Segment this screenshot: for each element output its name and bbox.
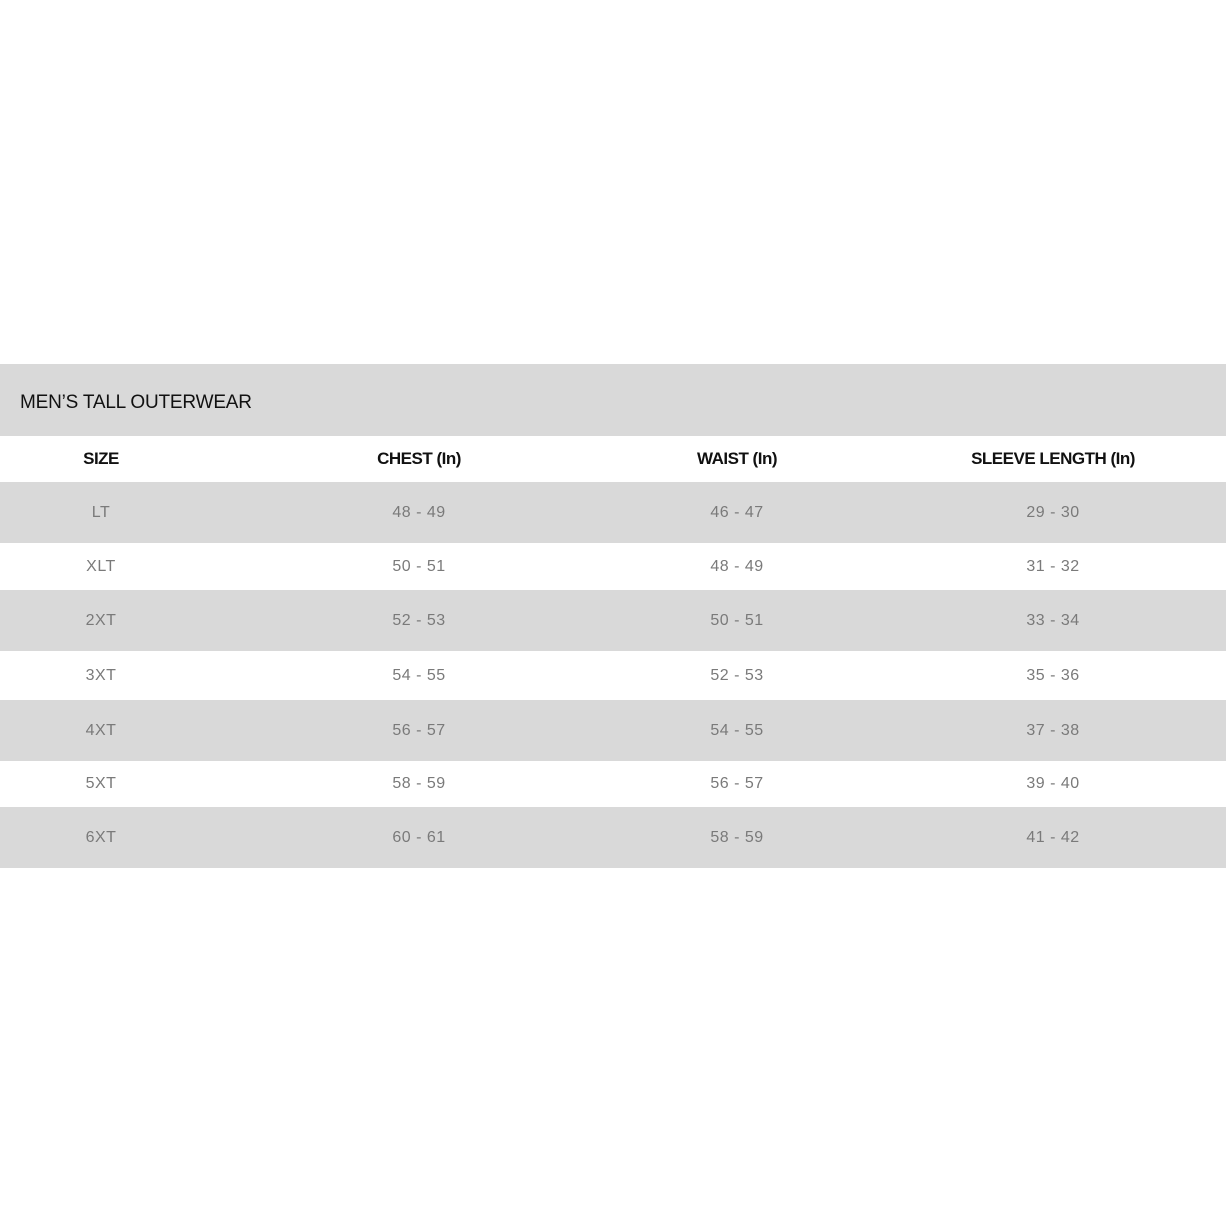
cell-chest: 52 - 53 <box>392 611 446 629</box>
cell-waist: 50 - 51 <box>710 611 764 629</box>
table-row: 5XT 58 - 59 56 - 57 39 - 40 <box>0 761 1226 807</box>
cell-sleeve-length: 35 - 36 <box>1026 666 1080 684</box>
cell-chest: 60 - 61 <box>392 828 446 846</box>
cell-size: XLT <box>86 557 116 575</box>
cell-size: 5XT <box>85 775 117 792</box>
cell-sleeve-length: 29 - 30 <box>1026 503 1080 521</box>
cell-chest: 58 - 59 <box>392 775 446 792</box>
cell-waist: 56 - 57 <box>710 775 764 792</box>
cell-waist: 54 - 55 <box>710 721 764 739</box>
cell-chest: 50 - 51 <box>392 557 446 575</box>
cell-waist: 46 - 47 <box>710 503 764 521</box>
table-title-band: MEN’S TALL OUTERWEAR <box>0 364 1226 436</box>
cell-sleeve-length: 37 - 38 <box>1026 721 1080 739</box>
cell-chest: 54 - 55 <box>392 666 446 684</box>
header-waist: WAIST (In) <box>697 449 777 468</box>
cell-chest: 56 - 57 <box>392 721 446 739</box>
header-sleeve-length: SLEEVE LENGTH (In) <box>971 449 1135 468</box>
table-row: 3XT 54 - 55 52 - 53 35 - 36 <box>0 651 1226 700</box>
cell-size: 6XT <box>85 828 117 846</box>
table-row: 4XT 56 - 57 54 - 55 37 - 38 <box>0 700 1226 761</box>
table-row: XLT 50 - 51 48 - 49 31 - 32 <box>0 543 1226 590</box>
table-header-row: SIZE CHEST (In) WAIST (In) SLEEVE LENGTH… <box>0 436 1226 482</box>
cell-waist: 48 - 49 <box>710 557 764 575</box>
cell-waist: 52 - 53 <box>710 666 764 684</box>
table-row: 6XT 60 - 61 58 - 59 41 - 42 <box>0 807 1226 868</box>
cell-sleeve-length: 41 - 42 <box>1026 828 1080 846</box>
cell-waist: 58 - 59 <box>710 828 764 846</box>
header-chest: CHEST (In) <box>377 449 461 468</box>
cell-sleeve-length: 39 - 40 <box>1026 775 1080 792</box>
cell-size: 3XT <box>85 666 117 684</box>
cell-sleeve-length: 31 - 32 <box>1026 557 1080 575</box>
cell-chest: 48 - 49 <box>392 503 446 521</box>
table-title: MEN’S TALL OUTERWEAR <box>20 392 252 413</box>
cell-size: 4XT <box>85 721 117 739</box>
cell-sleeve-length: 33 - 34 <box>1026 611 1080 629</box>
header-size: SIZE <box>83 449 119 468</box>
cell-size: LT <box>91 503 111 521</box>
cell-size: 2XT <box>85 611 117 629</box>
table-row: LT 48 - 49 46 - 47 29 - 30 <box>0 482 1226 543</box>
table-row: 2XT 52 - 53 50 - 51 33 - 34 <box>0 590 1226 651</box>
